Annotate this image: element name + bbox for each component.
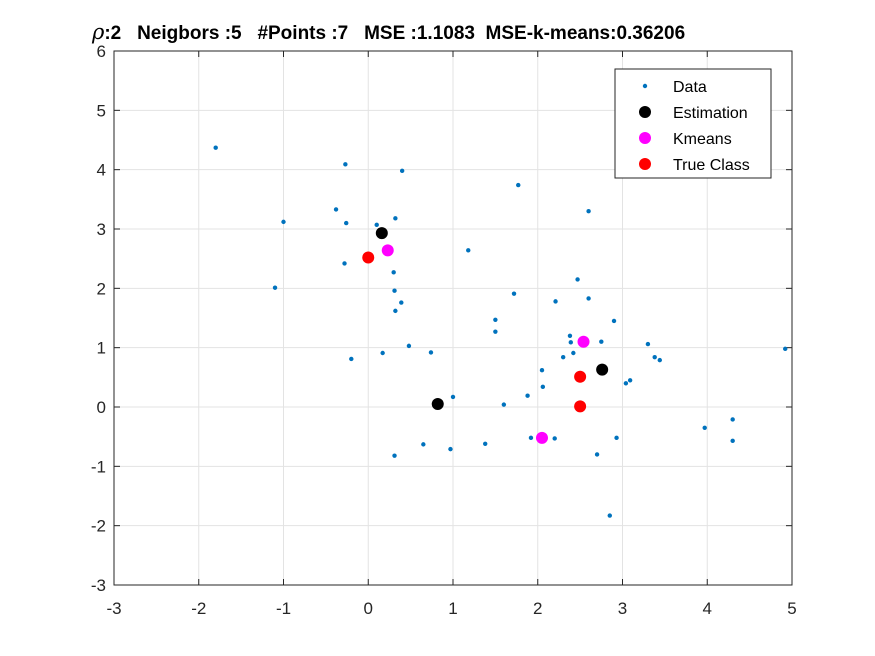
y-tick-label: 5 <box>97 101 106 120</box>
data-point <box>702 425 707 430</box>
x-tick-label: 4 <box>703 599 712 618</box>
data-point <box>349 356 354 362</box>
legend: Data Estimation Kmeans True Class <box>614 68 772 179</box>
kmeans-point <box>577 335 590 348</box>
data-point <box>501 402 507 407</box>
y-tick-label: 1 <box>97 339 106 358</box>
chart-title: ρ:2 Neigbors :5 #Points :7 MSE :1.1083 M… <box>91 20 685 44</box>
kmeans-point <box>381 244 394 257</box>
data-point <box>599 339 604 344</box>
data-point <box>493 329 498 334</box>
y-tick-label: 4 <box>97 161 106 180</box>
x-tick-label: -1 <box>276 599 291 618</box>
data-point <box>730 438 735 444</box>
data-point <box>393 308 398 314</box>
x-tick-label: 1 <box>448 599 457 618</box>
data-point <box>560 354 566 360</box>
data-point <box>272 285 278 290</box>
data-point <box>525 393 530 398</box>
data-point <box>392 288 397 293</box>
y-tick-label: 6 <box>97 42 106 61</box>
legend-marker <box>639 158 651 170</box>
data-point <box>399 168 405 174</box>
title-text: :2 Neigbors :5 #Points :7 MSE :1.1083 MS… <box>104 23 685 44</box>
data-point <box>614 435 619 441</box>
data-point <box>342 261 347 266</box>
data-point <box>493 317 498 322</box>
data-point <box>511 291 517 296</box>
x-tick-label: -3 <box>106 599 121 618</box>
data-point <box>552 436 557 441</box>
data-point <box>623 381 629 386</box>
y-tick-label: 0 <box>97 398 106 417</box>
data-point <box>516 182 521 188</box>
x-tick-label: 3 <box>618 599 627 618</box>
data-point <box>380 350 385 356</box>
legend-marker <box>639 106 651 118</box>
data-point <box>540 384 546 390</box>
data-point <box>450 394 456 400</box>
legend-label: Data <box>673 79 707 96</box>
y-tick-label: -1 <box>91 457 106 476</box>
data-point <box>539 368 545 373</box>
data-point <box>657 357 662 363</box>
data-point <box>448 446 453 452</box>
true-class-point <box>574 400 587 413</box>
data-point <box>281 219 286 225</box>
y-tick-label: 2 <box>97 279 106 298</box>
data-point <box>528 435 534 441</box>
y-tick-label: -2 <box>91 517 106 536</box>
data-point <box>344 220 349 226</box>
data-point <box>575 277 580 282</box>
y-tick-label: -3 <box>91 576 106 595</box>
x-tick-label: -2 <box>191 599 206 618</box>
data-point <box>568 340 574 345</box>
x-tick-label: 2 <box>533 599 542 618</box>
data-point <box>483 441 488 446</box>
data-point <box>392 453 397 458</box>
data-point <box>586 209 591 214</box>
estimation-point <box>596 363 609 376</box>
data-point <box>374 222 379 228</box>
data-point <box>553 299 558 304</box>
data-point <box>333 207 339 212</box>
data-point <box>399 300 404 305</box>
estimation-point <box>431 398 444 411</box>
data-point <box>627 378 633 383</box>
true-class-point <box>574 370 587 383</box>
data-point <box>393 216 398 221</box>
legend-label: Kmeans <box>673 131 732 148</box>
data-point <box>783 346 788 352</box>
data-point <box>421 442 426 447</box>
legend-marker <box>642 83 648 89</box>
x-tick-label: 0 <box>364 599 373 618</box>
title-rho-symbol: ρ <box>91 20 105 44</box>
data-point <box>730 417 735 422</box>
data-point <box>567 333 573 338</box>
data-point <box>391 270 396 275</box>
data-point <box>652 354 657 360</box>
data-point <box>406 343 412 349</box>
legend-marker <box>639 132 651 144</box>
data-point <box>611 318 617 324</box>
axis-ticks: -3 -2 -1 0 1 2 3 4 5 -3 -2 -1 0 1 2 3 4 5 6 <box>91 42 797 618</box>
data-point <box>428 350 434 355</box>
x-tick-label: 5 <box>787 599 796 618</box>
legend-label: True Class <box>673 157 750 174</box>
true-class-point <box>362 251 375 264</box>
data-points <box>213 145 788 518</box>
data-point <box>586 296 591 301</box>
data-point <box>594 452 600 457</box>
kmeans-point <box>535 431 548 444</box>
y-tick-label: 3 <box>97 220 106 239</box>
data-point <box>607 513 612 518</box>
legend-label: Estimation <box>673 105 748 122</box>
data-point <box>343 162 348 167</box>
data-point <box>645 341 651 347</box>
data-point <box>466 248 471 253</box>
data-point <box>571 350 576 356</box>
data-point <box>213 145 218 150</box>
estimation-point <box>375 227 388 240</box>
